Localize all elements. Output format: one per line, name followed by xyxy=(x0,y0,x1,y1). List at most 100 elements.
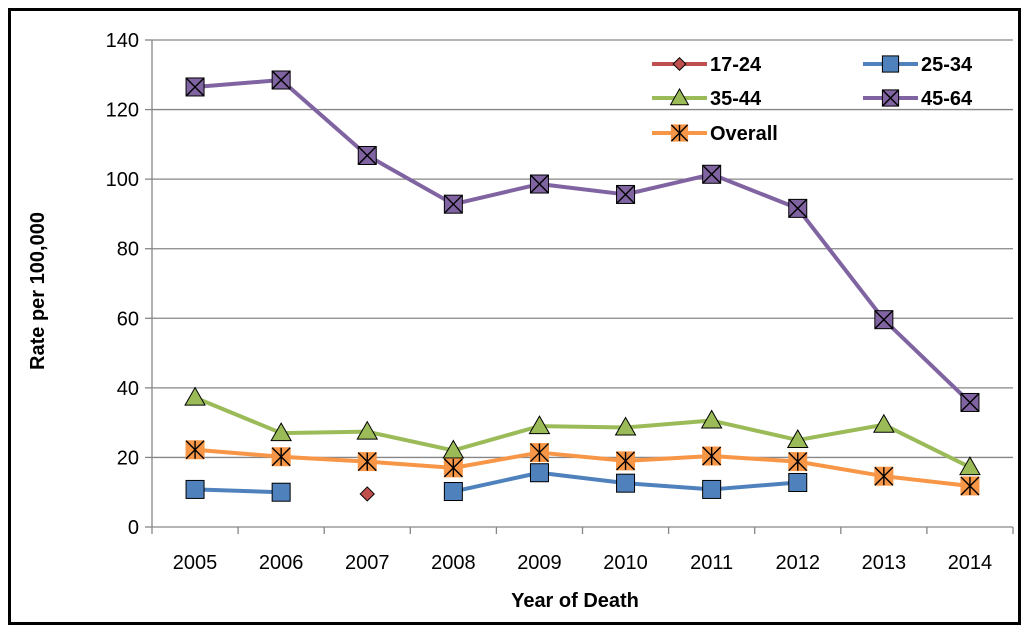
legend-item-Overall: Overall xyxy=(652,123,778,145)
square-marker xyxy=(881,55,900,73)
point-35-44-2012 xyxy=(786,429,809,449)
point-35-44-2014 xyxy=(959,456,981,476)
point-25-34-2012 xyxy=(788,472,808,492)
x-tick-label-2006: 2006 xyxy=(259,552,304,574)
point-Overall-2010 xyxy=(616,451,636,471)
x-tick-label-2007: 2007 xyxy=(345,552,390,574)
point-25-34-2011 xyxy=(702,479,722,499)
legend-label: 35-44 xyxy=(710,88,762,110)
point-35-44-2005 xyxy=(184,386,206,406)
legend-item-35-44: 35-44 xyxy=(652,87,762,110)
y-tick-label-60: 60 xyxy=(117,308,139,330)
point-45-64-2009 xyxy=(529,174,549,194)
point-25-34-2006 xyxy=(271,482,291,502)
x-marker-stroke xyxy=(185,77,205,97)
point-Overall-2008 xyxy=(443,458,463,478)
triangle-marker xyxy=(669,87,690,106)
x-tick-label-2014: 2014 xyxy=(948,552,993,574)
point-35-44-2007 xyxy=(356,420,379,440)
triangle-marker xyxy=(700,409,723,429)
x-marker-stroke xyxy=(881,89,900,107)
legend-label: Overall xyxy=(710,123,778,145)
square-marker xyxy=(271,482,291,502)
y-tick-label-0: 0 xyxy=(128,517,139,539)
point-35-44-2013 xyxy=(872,413,895,433)
axes xyxy=(145,39,1014,534)
series-line-Overall xyxy=(193,447,972,488)
point-25-34-2010 xyxy=(616,473,636,493)
point-35-44-2010 xyxy=(614,416,637,436)
legend-label: 45-64 xyxy=(921,88,973,110)
series-line-45-64 xyxy=(193,78,972,405)
y-tick-label-20: 20 xyxy=(117,447,139,469)
point-Overall-2006 xyxy=(271,447,291,467)
y-tick-labels: 0 20 40 60 80 100 120 140 xyxy=(106,30,139,539)
point-45-64-2011 xyxy=(702,164,722,184)
point-45-64-2007 xyxy=(357,145,377,165)
y-tick-label-100: 100 xyxy=(106,169,139,191)
chart-frame xyxy=(8,8,1021,625)
square-marker xyxy=(788,472,808,492)
series-line-25-34 xyxy=(193,487,284,495)
series-line-35-44 xyxy=(193,395,972,470)
point-35-44-2011 xyxy=(700,409,723,429)
triangle-marker xyxy=(184,386,206,406)
x-marker-stroke xyxy=(702,164,722,184)
legend-item-17-24: 17-24 xyxy=(652,54,762,76)
x-tick-label-2013: 2013 xyxy=(862,552,907,574)
triangle-marker xyxy=(614,416,637,436)
point-35-44-2006 xyxy=(270,422,293,442)
triangle-marker xyxy=(528,415,551,435)
square-marker xyxy=(616,473,636,493)
x-marker-stroke xyxy=(357,145,377,165)
point-25-34-2005 xyxy=(185,479,205,499)
point-Overall-2007 xyxy=(357,452,377,472)
x-marker-stroke xyxy=(271,70,291,90)
point-35-44-2008 xyxy=(442,439,465,459)
point-45-64-2008 xyxy=(443,194,463,214)
point-45-64-2005 xyxy=(185,77,205,97)
point-45-64-2012 xyxy=(788,198,808,218)
point-45-64-2010 xyxy=(616,184,636,204)
point-45-64-2006 xyxy=(271,70,291,90)
x-tick-label-2010: 2010 xyxy=(603,552,648,574)
x-marker-stroke xyxy=(616,184,636,204)
point-35-44-2009 xyxy=(528,415,551,435)
triangle-marker xyxy=(442,439,465,459)
series-markers xyxy=(184,70,981,502)
diamond-marker xyxy=(672,56,687,72)
square-marker xyxy=(529,463,549,483)
legend-label: 25-34 xyxy=(921,54,973,76)
point-Overall-2014 xyxy=(960,476,980,496)
x-marker-stroke xyxy=(529,174,549,194)
triangle-marker xyxy=(959,456,981,476)
point-45-64-2013 xyxy=(874,310,894,330)
diamond-marker xyxy=(359,486,375,502)
point-Overall-2012 xyxy=(788,452,808,472)
x-tick-label-2012: 2012 xyxy=(776,552,821,574)
point-25-34-2009 xyxy=(529,463,549,483)
point-Overall-2009 xyxy=(529,443,549,463)
point-Overall-2013 xyxy=(874,466,894,486)
y-tick-label-40: 40 xyxy=(117,378,139,400)
x-tick-label-2008: 2008 xyxy=(431,552,476,574)
x-marker-stroke xyxy=(443,194,463,214)
triangle-marker xyxy=(356,420,379,440)
legend-item-45-64: 45-64 xyxy=(863,88,973,110)
x-tick-label-2009: 2009 xyxy=(517,552,562,574)
x-marker-stroke xyxy=(960,392,980,412)
point-Overall-2011 xyxy=(702,446,722,466)
x-tick-label-2011: 2011 xyxy=(690,552,733,574)
x-axis-title: Year of Death xyxy=(511,590,639,612)
y-tick-label-80: 80 xyxy=(117,239,139,261)
y-tick-label-120: 120 xyxy=(106,100,139,122)
legend-item-25-34: 25-34 xyxy=(863,54,973,76)
legend-swatch-marker xyxy=(670,124,689,142)
square-marker xyxy=(702,479,722,499)
point-Overall-2005 xyxy=(185,440,205,460)
point-45-64-2014 xyxy=(960,392,980,412)
triangle-marker xyxy=(872,413,895,433)
legend-label: 17-24 xyxy=(710,54,762,76)
triangle-marker xyxy=(786,429,809,449)
